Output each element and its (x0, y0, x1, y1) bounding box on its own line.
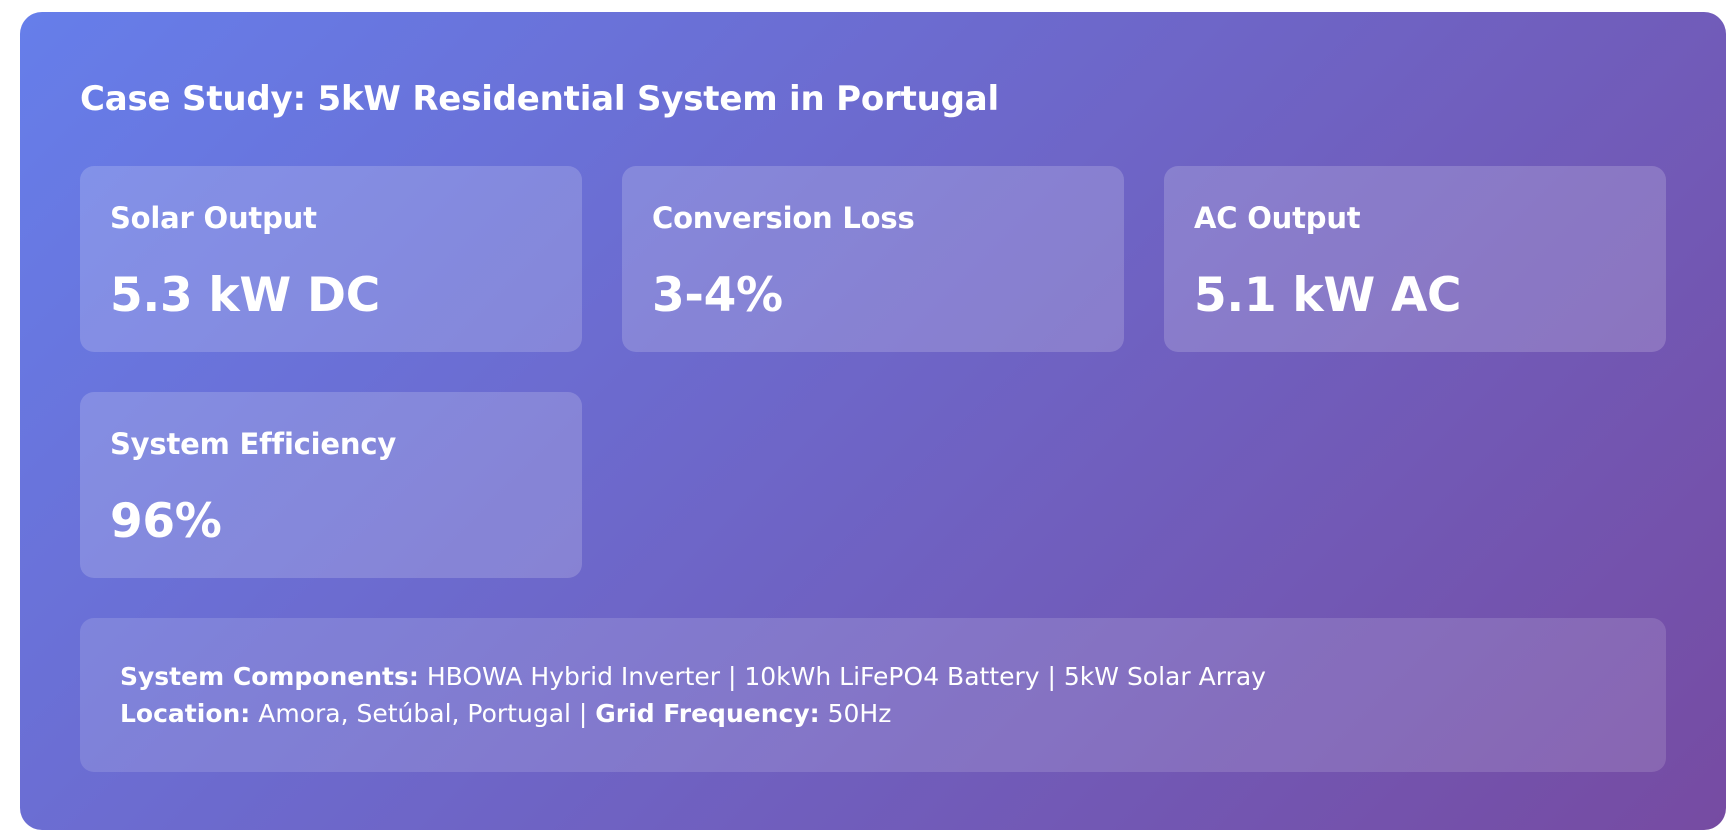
case-study-panel: Case Study: 5kW Residential System in Po… (20, 12, 1726, 830)
metric-label: System Efficiency (110, 427, 397, 461)
metric-label: Conversion Loss (652, 201, 915, 235)
frequency-label: Grid Frequency: (595, 699, 820, 728)
metric-value: 96% (110, 494, 222, 549)
metrics-grid: Solar Output 5.3 kW DC Conversion Loss 3… (80, 166, 1666, 578)
metric-card-solar-output: Solar Output 5.3 kW DC (80, 166, 582, 352)
components-value: HBOWA Hybrid Inverter | 10kWh LiFePO4 Ba… (426, 662, 1266, 691)
metric-label: Solar Output (110, 201, 317, 235)
components-line: System Components: HBOWA Hybrid Inverter… (120, 658, 1626, 695)
page-title: Case Study: 5kW Residential System in Po… (80, 79, 999, 119)
system-details-box: System Components: HBOWA Hybrid Inverter… (80, 618, 1666, 772)
metric-value: 3-4% (652, 268, 783, 323)
frequency-value: 50Hz (827, 699, 892, 728)
components-label: System Components: (120, 662, 419, 691)
metric-value: 5.3 kW DC (110, 268, 380, 323)
metric-card-conversion-loss: Conversion Loss 3-4% (622, 166, 1124, 352)
metric-value: 5.1 kW AC (1194, 268, 1462, 323)
metric-card-ac-output: AC Output 5.1 kW AC (1164, 166, 1666, 352)
location-line: Location: Amora, Setúbal, Portugal | Gri… (120, 695, 1626, 732)
location-label: Location: (120, 699, 251, 728)
location-value: Amora, Setúbal, Portugal | (258, 699, 588, 728)
metric-label: AC Output (1194, 201, 1361, 235)
metric-card-system-efficiency: System Efficiency 96% (80, 392, 582, 578)
